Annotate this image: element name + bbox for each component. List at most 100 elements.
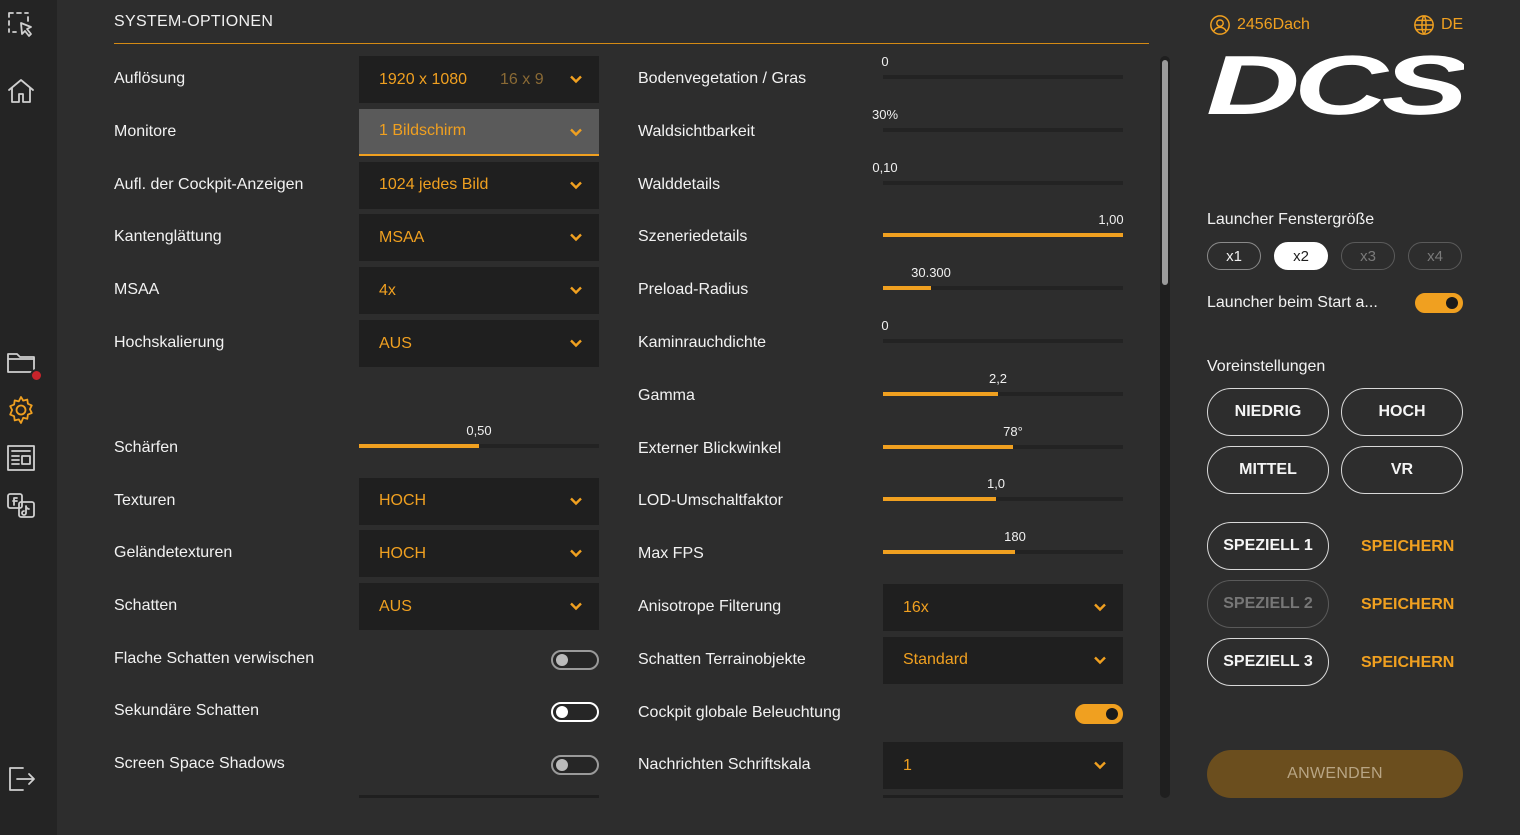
right-setting-label: Walddetails: [638, 175, 721, 193]
window-size-label: Launcher Fenstergröße: [1207, 211, 1375, 228]
scrollbar-thumb[interactable]: [1162, 60, 1168, 285]
left-setting-toggle[interactable]: [551, 755, 599, 776]
left-setting-dropdown[interactable]: 1920 x 1080 16 x 9: [359, 56, 599, 103]
right-setting-slider[interactable]: 1,0: [883, 476, 1123, 504]
news-icon[interactable]: [4, 441, 38, 475]
preset-button[interactable]: NIEDRIG: [1207, 388, 1329, 436]
left-setting-dropdown[interactable]: AUS: [359, 583, 599, 630]
user-account[interactable]: 2456Dach: [1209, 14, 1310, 36]
right-setting-label: Externer Blickwinkel: [638, 439, 782, 457]
right-setting-label: Max FPS: [638, 545, 704, 563]
slider-track[interactable]: [883, 127, 1123, 132]
window-size-option[interactable]: x3: [1341, 242, 1395, 270]
left-setting-dropdown[interactable]: 1024 jedes Bild: [359, 161, 599, 209]
left-setting-slider[interactable]: 0,50: [359, 423, 599, 451]
slider-fill: [883, 550, 1015, 555]
left-setting-toggle[interactable]: [551, 702, 599, 723]
home-icon[interactable]: [4, 74, 38, 108]
settings-scrollbar[interactable]: [1160, 56, 1170, 798]
slider-value: 1,00: [1098, 212, 1124, 228]
slider-track[interactable]: [883, 75, 1123, 79]
right-setting-dropdown[interactable]: 16x: [883, 584, 1123, 631]
dropdown-value: Standard: [903, 651, 968, 669]
dropdown-value: 1 Bildschirm: [379, 122, 467, 140]
left-setting-label: Texturen: [114, 491, 176, 509]
right-setting-slider[interactable]: 1,00: [883, 212, 1124, 240]
username: 2456Dach: [1237, 16, 1310, 33]
launcher-start-toggle[interactable]: [1415, 293, 1463, 313]
left-setting-label: Geländetexturen: [114, 544, 233, 562]
left-setting-label: Sekundäre Schatten: [114, 702, 259, 720]
window-size-option[interactable]: x4: [1408, 242, 1462, 270]
left-setting-dropdown[interactable]: 4x: [359, 267, 599, 315]
dropdown-value: HOCH: [379, 492, 427, 510]
left-setting-label: Screen Space Shadows: [114, 755, 285, 773]
window-size-option[interactable]: x2: [1274, 242, 1328, 270]
save-preset-button[interactable]: SPEICHERN: [1361, 538, 1455, 555]
slider-track[interactable]: [883, 391, 1123, 396]
left-setting-dropdown[interactable]: HOCH: [359, 477, 599, 525]
language-selector[interactable]: DE: [1413, 14, 1463, 36]
slider-track[interactable]: [883, 180, 1123, 185]
left-setting-dropdown[interactable]: HOCH: [359, 530, 599, 578]
logout-icon[interactable]: [4, 762, 38, 796]
right-setting-dropdown[interactable]: Standard: [883, 636, 1123, 684]
save-preset-button[interactable]: SPEICHERN: [1361, 654, 1455, 671]
left-setting-dropdown[interactable]: 1 Bildschirm: [359, 108, 599, 156]
slider-track[interactable]: [883, 497, 1123, 502]
dropdown-value: AUS: [379, 334, 412, 352]
gear-icon[interactable]: [4, 393, 38, 427]
window-size-option[interactable]: x1: [1207, 242, 1261, 270]
chevron-down-icon: [569, 599, 583, 613]
slider-track[interactable]: [883, 339, 1123, 343]
left-setting-label: MSAA: [114, 281, 160, 299]
right-setting-label: Bodenvegetation / Gras: [638, 70, 807, 87]
right-setting-slider[interactable]: 0,10: [872, 160, 1123, 188]
select-tool-icon[interactable]: [4, 8, 38, 42]
slider-track[interactable]: [359, 443, 599, 448]
special-preset-button[interactable]: SPEZIELL 3: [1207, 638, 1329, 686]
folder-icon[interactable]: [4, 345, 38, 379]
left-setting-label: Hochskalierung: [114, 334, 225, 351]
right-setting-dropdown[interactable]: 1: [883, 742, 1123, 790]
right-setting-slider[interactable]: 0: [881, 318, 1123, 346]
clipped-control: [883, 795, 1123, 798]
clipped-control: [359, 795, 599, 798]
save-preset-button[interactable]: SPEICHERN: [1361, 596, 1455, 613]
right-setting-slider[interactable]: 180: [883, 529, 1123, 557]
chevron-down-icon: [1093, 653, 1107, 667]
user-icon: [1210, 15, 1230, 35]
sidebar: [0, 0, 57, 835]
preset-button[interactable]: HOCH: [1341, 388, 1463, 436]
right-setting-slider[interactable]: 30.300: [883, 265, 1123, 293]
apply-button[interactable]: ANWENDEN: [1207, 750, 1463, 798]
special-preset-button[interactable]: SPEZIELL 2: [1207, 580, 1329, 628]
social-icon[interactable]: [4, 489, 38, 523]
special-preset-button[interactable]: SPEZIELL 1: [1207, 522, 1329, 570]
dropdown-value: 4x: [379, 281, 396, 299]
slider-track[interactable]: [883, 286, 1123, 291]
right-setting-slider[interactable]: 2,2: [883, 371, 1123, 399]
right-setting-slider[interactable]: 30%: [872, 107, 1123, 135]
slider-value: 78°: [1003, 423, 1023, 439]
slider-fill: [359, 443, 479, 448]
slider-fill: [883, 444, 1013, 449]
dropdown-value: HOCH: [379, 544, 427, 562]
left-setting-dropdown[interactable]: AUS: [359, 320, 599, 367]
right-setting-label: Cockpit globale Beleuchtung: [638, 703, 841, 721]
right-setting-slider[interactable]: 78°: [883, 424, 1123, 452]
slider-value: 0: [881, 54, 889, 69]
chevron-down-icon: [569, 230, 583, 244]
language-code: DE: [1441, 16, 1464, 33]
slider-value: 0: [881, 318, 889, 333]
slider-value: 1,0: [986, 476, 1006, 492]
right-setting-slider[interactable]: 0: [881, 54, 1123, 82]
left-setting-toggle[interactable]: [551, 649, 599, 670]
preset-button[interactable]: VR: [1341, 446, 1463, 494]
right-setting-toggle[interactable]: [1075, 703, 1123, 724]
dropdown-value: 1024 jedes Bild: [379, 176, 489, 194]
preset-button[interactable]: MITTEL: [1207, 446, 1329, 494]
left-setting-dropdown[interactable]: MSAA: [359, 214, 599, 262]
right-setting-label: Anisotrope Filterung: [638, 598, 782, 615]
dropdown-value: AUS: [379, 597, 412, 615]
